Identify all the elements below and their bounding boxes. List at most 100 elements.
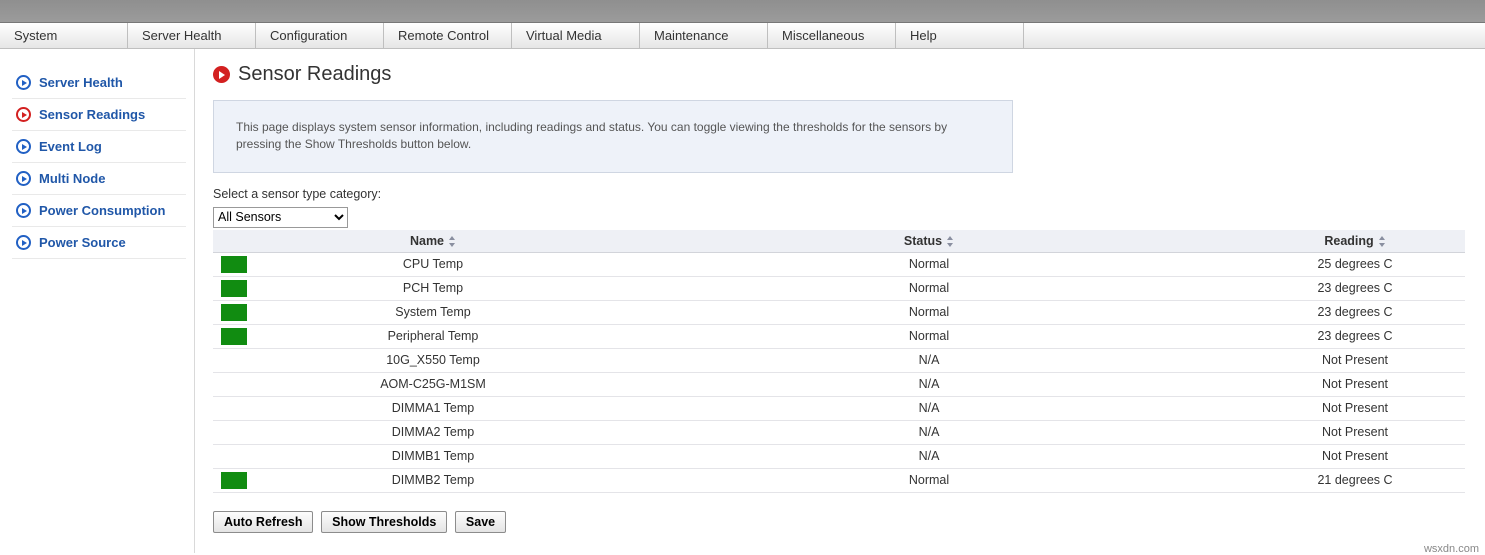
sidebar-item-label: Power Consumption	[39, 203, 165, 218]
category-label: Select a sensor type category:	[213, 187, 1465, 201]
sidebar-item-label: Event Log	[39, 139, 102, 154]
arrow-right-icon	[16, 235, 31, 250]
cell-status: N/A	[613, 444, 1245, 468]
sensor-table-body: CPU TempNormal25 degrees CPCH TempNormal…	[213, 252, 1465, 492]
table-row[interactable]: PCH TempNormal23 degrees C	[213, 276, 1465, 300]
table-row[interactable]: System TempNormal23 degrees C	[213, 300, 1465, 324]
info-box: This page displays system sensor informa…	[213, 100, 1013, 173]
sensor-table: Name Status Reading CPU TempNormal25 deg…	[213, 230, 1465, 493]
sidebar-item-label: Multi Node	[39, 171, 105, 186]
status-swatch-cell	[213, 324, 253, 348]
sensor-category-select[interactable]: All Sensors	[213, 207, 348, 228]
menu-item-virtual-media[interactable]: Virtual Media	[512, 23, 640, 48]
status-swatch-cell	[213, 252, 253, 276]
arrow-right-icon	[16, 139, 31, 154]
arrow-right-icon	[16, 107, 31, 122]
save-button[interactable]: Save	[455, 511, 506, 533]
sort-icon	[947, 236, 954, 247]
cell-reading: Not Present	[1245, 348, 1465, 372]
cell-status: N/A	[613, 396, 1245, 420]
status-swatch	[221, 400, 247, 417]
menu-filler	[1024, 23, 1485, 48]
status-swatch	[221, 424, 247, 441]
sidebar-item-power-consumption[interactable]: Power Consumption	[12, 195, 186, 227]
sidebar-item-server-health[interactable]: Server Health	[12, 67, 186, 99]
status-swatch-cell	[213, 468, 253, 492]
table-row[interactable]: CPU TempNormal25 degrees C	[213, 252, 1465, 276]
col-header-swatch	[213, 230, 253, 253]
menu-item-server-health[interactable]: Server Health	[128, 23, 256, 48]
sidebar-item-power-source[interactable]: Power Source	[12, 227, 186, 259]
status-swatch	[221, 304, 247, 321]
menu-item-remote-control[interactable]: Remote Control	[384, 23, 512, 48]
menu-item-system[interactable]: System	[0, 23, 128, 48]
auto-refresh-button[interactable]: Auto Refresh	[213, 511, 313, 533]
sidebar-item-label: Power Source	[39, 235, 126, 250]
menu-item-maintenance[interactable]: Maintenance	[640, 23, 768, 48]
menu-item-help[interactable]: Help	[896, 23, 1024, 48]
status-swatch-cell	[213, 276, 253, 300]
table-row[interactable]: DIMMB1 TempN/ANot Present	[213, 444, 1465, 468]
table-row[interactable]: DIMMA2 TempN/ANot Present	[213, 420, 1465, 444]
status-swatch	[221, 280, 247, 297]
col-header-status[interactable]: Status	[613, 230, 1245, 253]
menu-item-miscellaneous[interactable]: Miscellaneous	[768, 23, 896, 48]
cell-name: System Temp	[253, 300, 613, 324]
col-header-name[interactable]: Name	[253, 230, 613, 253]
status-swatch-cell	[213, 348, 253, 372]
cell-reading: Not Present	[1245, 420, 1465, 444]
table-row[interactable]: DIMMB2 TempNormal21 degrees C	[213, 468, 1465, 492]
table-row[interactable]: Peripheral TempNormal23 degrees C	[213, 324, 1465, 348]
cell-name: CPU Temp	[253, 252, 613, 276]
page-title-icon	[213, 66, 230, 83]
arrow-right-icon	[16, 171, 31, 186]
sidebar-item-event-log[interactable]: Event Log	[12, 131, 186, 163]
arrow-right-icon	[16, 203, 31, 218]
action-buttons: Auto Refresh Show Thresholds Save	[213, 511, 1465, 533]
status-swatch	[221, 328, 247, 345]
cell-status: Normal	[613, 468, 1245, 492]
cell-name: DIMMB1 Temp	[253, 444, 613, 468]
table-row[interactable]: DIMMA1 TempN/ANot Present	[213, 396, 1465, 420]
cell-reading: 23 degrees C	[1245, 276, 1465, 300]
table-row[interactable]: 10G_X550 TempN/ANot Present	[213, 348, 1465, 372]
cell-name: DIMMB2 Temp	[253, 468, 613, 492]
arrow-right-icon	[16, 75, 31, 90]
cell-name: DIMMA1 Temp	[253, 396, 613, 420]
status-swatch	[221, 256, 247, 273]
main-menubar: SystemServer HealthConfigurationRemote C…	[0, 23, 1485, 49]
col-header-reading[interactable]: Reading	[1245, 230, 1465, 253]
sidebar-item-multi-node[interactable]: Multi Node	[12, 163, 186, 195]
cell-reading: Not Present	[1245, 372, 1465, 396]
window-top-strip	[0, 0, 1485, 23]
cell-reading: 21 degrees C	[1245, 468, 1465, 492]
cell-status: Normal	[613, 324, 1245, 348]
table-row[interactable]: AOM-C25G-M1SMN/ANot Present	[213, 372, 1465, 396]
status-swatch-cell	[213, 372, 253, 396]
cell-status: N/A	[613, 348, 1245, 372]
cell-name: PCH Temp	[253, 276, 613, 300]
page-title-text: Sensor Readings	[238, 63, 391, 86]
cell-name: 10G_X550 Temp	[253, 348, 613, 372]
main-content: Sensor Readings This page displays syste…	[195, 49, 1485, 553]
status-swatch-cell	[213, 396, 253, 420]
show-thresholds-button[interactable]: Show Thresholds	[321, 511, 447, 533]
sidebar: Server Health Sensor Readings Event Log Mul…	[0, 49, 195, 553]
cell-reading: Not Present	[1245, 396, 1465, 420]
sort-icon	[1379, 236, 1386, 247]
watermark: wsxdn.com	[1424, 543, 1479, 555]
sidebar-item-sensor-readings[interactable]: Sensor Readings	[12, 99, 186, 131]
cell-reading: 25 degrees C	[1245, 252, 1465, 276]
sort-icon	[449, 236, 456, 247]
cell-reading: 23 degrees C	[1245, 324, 1465, 348]
page-title: Sensor Readings	[213, 63, 1465, 86]
status-swatch-cell	[213, 444, 253, 468]
cell-status: Normal	[613, 252, 1245, 276]
cell-status: N/A	[613, 420, 1245, 444]
status-swatch-cell	[213, 420, 253, 444]
menu-item-configuration[interactable]: Configuration	[256, 23, 384, 48]
cell-status: N/A	[613, 372, 1245, 396]
sidebar-item-label: Sensor Readings	[39, 107, 145, 122]
cell-reading: 23 degrees C	[1245, 300, 1465, 324]
sidebar-item-label: Server Health	[39, 75, 123, 90]
